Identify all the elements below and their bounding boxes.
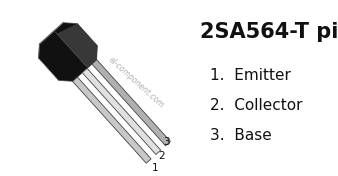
Text: 3.  Base: 3. Base bbox=[210, 128, 272, 143]
Text: 3: 3 bbox=[163, 137, 170, 147]
Text: 1: 1 bbox=[151, 163, 158, 173]
Text: 2.  Collector: 2. Collector bbox=[210, 98, 303, 113]
Text: 2: 2 bbox=[159, 151, 165, 161]
Text: 2SA564-T pinout: 2SA564-T pinout bbox=[200, 22, 338, 42]
Polygon shape bbox=[80, 65, 161, 155]
Text: 1.  Emitter: 1. Emitter bbox=[210, 68, 291, 83]
Polygon shape bbox=[39, 23, 97, 81]
Polygon shape bbox=[89, 57, 170, 146]
Text: el-component.com: el-component.com bbox=[106, 55, 165, 110]
Polygon shape bbox=[70, 74, 151, 163]
Polygon shape bbox=[57, 23, 97, 68]
